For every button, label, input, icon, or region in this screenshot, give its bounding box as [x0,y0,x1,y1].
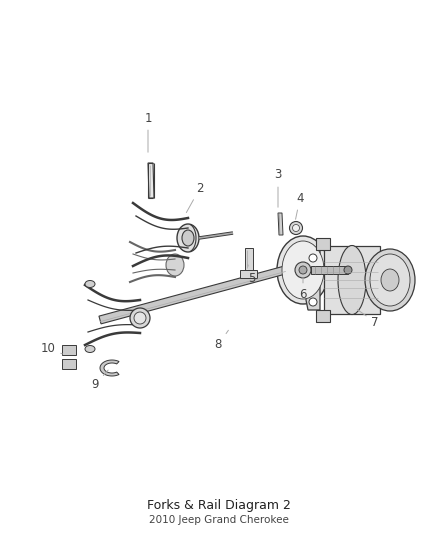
Ellipse shape [309,298,317,306]
Ellipse shape [370,254,410,306]
Ellipse shape [130,308,150,328]
Text: 2: 2 [186,182,204,213]
Polygon shape [316,310,330,322]
Text: 1: 1 [144,111,152,152]
Text: 9: 9 [91,370,108,392]
Ellipse shape [365,249,415,311]
Ellipse shape [277,236,329,304]
Ellipse shape [338,246,366,314]
Ellipse shape [299,266,307,274]
Polygon shape [306,250,320,310]
Ellipse shape [85,345,95,352]
Polygon shape [240,270,257,278]
Ellipse shape [290,222,303,235]
Text: 2010 Jeep Grand Cherokee: 2010 Jeep Grand Cherokee [149,515,289,525]
Polygon shape [311,266,348,274]
Ellipse shape [166,254,184,276]
Polygon shape [100,360,119,376]
Ellipse shape [381,269,399,291]
Ellipse shape [134,312,146,324]
Text: 5: 5 [248,265,256,285]
Text: 10: 10 [41,342,63,354]
Polygon shape [62,359,76,369]
Ellipse shape [177,224,199,252]
Polygon shape [148,163,154,198]
Ellipse shape [344,266,352,274]
Text: 3: 3 [274,168,282,207]
Ellipse shape [85,280,95,287]
Ellipse shape [182,230,194,246]
Polygon shape [62,345,76,355]
Polygon shape [316,238,330,250]
Text: 8: 8 [214,330,228,351]
Polygon shape [245,248,253,276]
Polygon shape [99,266,286,324]
Ellipse shape [295,262,311,278]
Ellipse shape [309,254,317,262]
Text: 6: 6 [299,278,307,302]
Polygon shape [278,213,283,235]
Ellipse shape [293,224,300,231]
Text: Forks & Rail Diagram 2: Forks & Rail Diagram 2 [147,498,291,512]
Text: 7: 7 [357,310,379,328]
Ellipse shape [282,241,324,299]
Text: 4: 4 [296,191,304,219]
Polygon shape [324,246,380,314]
